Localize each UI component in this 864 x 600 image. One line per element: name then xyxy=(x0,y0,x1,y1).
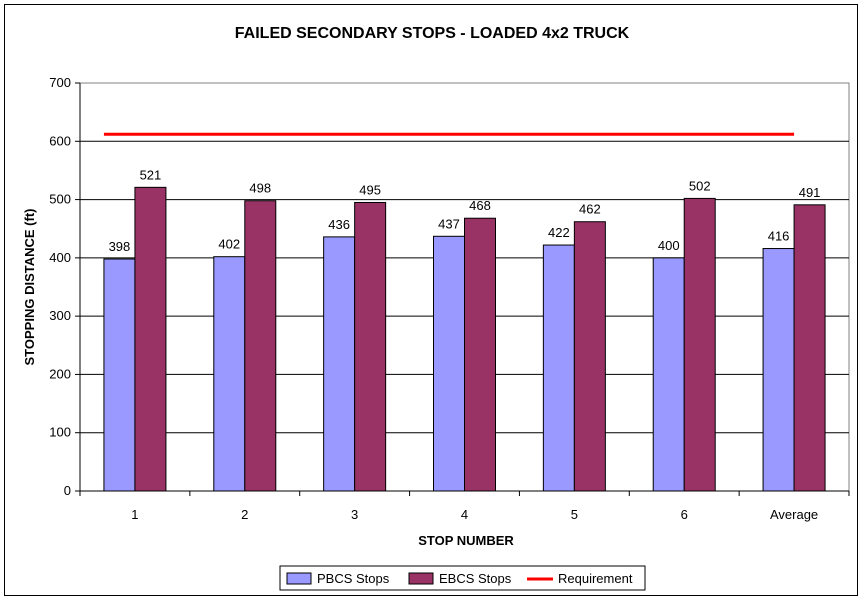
data-label-pbcs-4: 422 xyxy=(548,225,570,240)
y-tick-label-0: 0 xyxy=(64,483,71,498)
y-axis-title: STOPPING DISTANCE (ft) xyxy=(22,209,37,366)
legend-swatch-ebcs xyxy=(408,572,434,585)
x-axis-title: STOP NUMBER xyxy=(418,533,514,548)
data-label-pbcs-2: 436 xyxy=(328,217,350,232)
y-tick-label-600: 600 xyxy=(49,133,71,148)
x-tick-label-2: 3 xyxy=(351,507,358,522)
x-tick-label-3: 4 xyxy=(461,507,468,522)
data-label-pbcs-6: 416 xyxy=(768,229,790,244)
bar-ebcs-4 xyxy=(573,221,606,492)
legend-box xyxy=(279,565,646,591)
y-tick-label-200: 200 xyxy=(49,366,71,381)
bar-pbcs-2 xyxy=(323,236,356,492)
bar-pbcs-6 xyxy=(762,248,795,492)
bar-pbcs-0 xyxy=(103,258,136,492)
data-labels: 398 521 402 498 436 495 437 468 422 462 400 502 416 4… xyxy=(109,167,821,254)
bar-ebcs-3 xyxy=(464,217,496,492)
legend-label-requirement: Requirement xyxy=(558,571,633,586)
data-label-ebcs-2: 495 xyxy=(359,182,381,197)
legend-swatch-pbcs xyxy=(286,572,312,585)
data-label-ebcs-4: 462 xyxy=(579,202,601,217)
legend-label-pbcs: PBCS Stops xyxy=(317,571,390,586)
bar-ebcs-0 xyxy=(134,186,167,492)
bar-pbcs-5 xyxy=(652,257,685,492)
x-tick-label-4: 5 xyxy=(571,507,578,522)
data-label-pbcs-1: 402 xyxy=(218,237,240,252)
bars xyxy=(103,186,826,492)
data-label-ebcs-0: 521 xyxy=(140,167,162,182)
data-label-ebcs-3: 468 xyxy=(469,198,491,213)
bar-ebcs-5 xyxy=(683,197,716,492)
data-label-ebcs-5: 502 xyxy=(689,178,711,193)
y-tick-label-100: 100 xyxy=(49,425,71,440)
bar-ebcs-2 xyxy=(354,201,387,492)
legend: PBCS Stops EBCS Stops Requirement xyxy=(279,565,646,591)
y-tick-label-300: 300 xyxy=(49,308,71,323)
y-tick-label-700: 700 xyxy=(49,75,71,90)
chart-title: FAILED SECONDARY STOPS - LOADED 4x2 TRUC… xyxy=(235,25,630,42)
data-label-ebcs-6: 491 xyxy=(799,185,821,200)
x-axis: 1 2 3 4 5 6 Average xyxy=(79,490,850,522)
data-label-pbcs-3: 437 xyxy=(438,216,460,231)
x-tick-label-0: 1 xyxy=(131,507,138,522)
bar-ebcs-6 xyxy=(793,204,826,492)
data-label-pbcs-0: 398 xyxy=(109,239,131,254)
bar-pbcs-4 xyxy=(542,244,575,492)
x-tick-label-1: 2 xyxy=(241,507,248,522)
bar-pbcs-3 xyxy=(433,235,465,492)
data-label-pbcs-5: 400 xyxy=(658,238,680,253)
bar-pbcs-1 xyxy=(213,256,246,492)
x-tick-label-6: Average xyxy=(770,507,818,522)
x-tick-label-5: 6 xyxy=(681,507,688,522)
y-axis: 0 100 200 300 400 500 600 700 xyxy=(49,75,81,498)
y-tick-label-400: 400 xyxy=(49,250,71,265)
legend-label-ebcs: EBCS Stops xyxy=(439,571,512,586)
data-label-ebcs-1: 498 xyxy=(249,181,271,196)
bar-ebcs-1 xyxy=(244,200,277,492)
y-tick-label-500: 500 xyxy=(49,192,71,207)
